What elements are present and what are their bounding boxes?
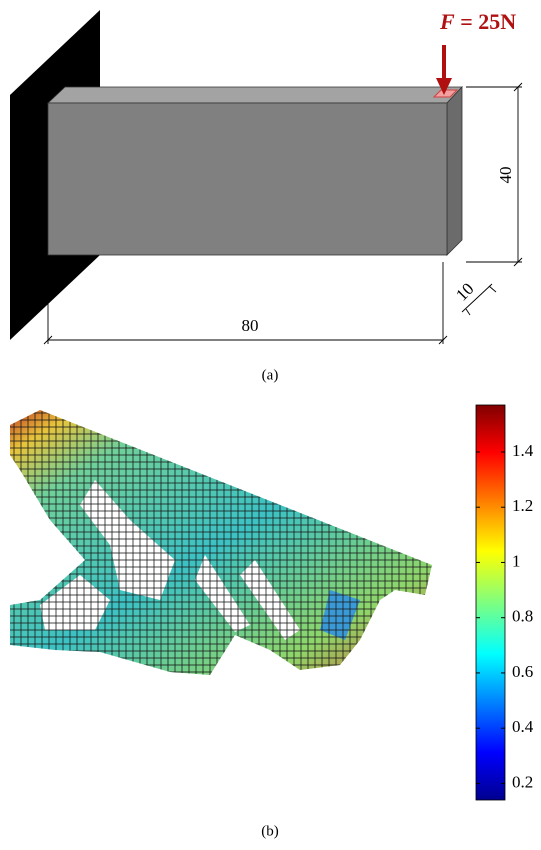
colorbar-tick-label: 0.6 (512, 662, 533, 681)
force-text: = 25N (460, 9, 516, 34)
optimized-structure (10, 410, 432, 675)
colorbar (476, 405, 505, 800)
colorbar-tick-label: 1 (512, 551, 521, 570)
height-label: 40 (496, 167, 515, 184)
colorbar-tick-label: 1.4 (512, 441, 534, 460)
colorbar-tick-label: 0.2 (512, 772, 533, 791)
force-label: F = 25N (439, 9, 516, 34)
colorbar-tick-label: 0.8 (512, 607, 533, 626)
force-symbol: F (439, 9, 455, 34)
caption-b: (b) (261, 823, 279, 839)
figure: F = 25N 40 10 80 (a) 0.20.40.60.811.21.4… (0, 0, 541, 845)
caption-a: (a) (262, 367, 279, 383)
beam-top (48, 87, 462, 103)
length-label: 80 (242, 316, 259, 335)
colorbar-tick-label: 1.2 (512, 496, 533, 515)
colorbar-tick-label: 0.4 (512, 717, 534, 736)
beam-front (48, 103, 447, 255)
beam-side (447, 87, 462, 255)
